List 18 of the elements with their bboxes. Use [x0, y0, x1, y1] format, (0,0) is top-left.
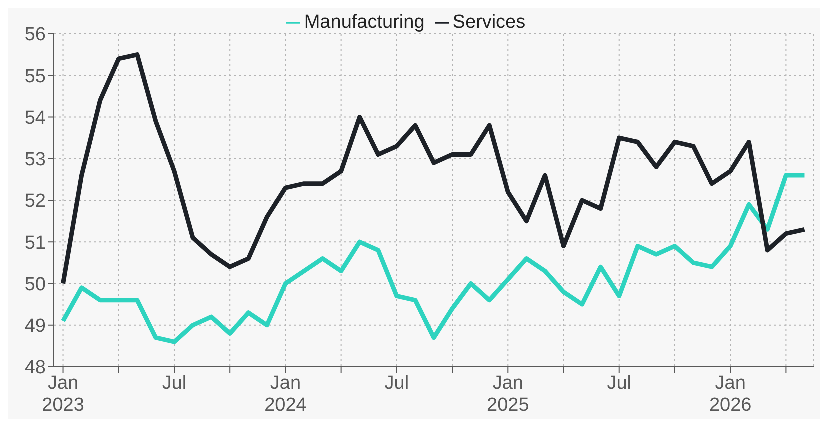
x-tick-label: Jul [607, 373, 632, 394]
y-tick-label: 50 [24, 274, 46, 296]
y-tick-label: 55 [24, 66, 46, 88]
x-tick-label: Jan 2025 [487, 373, 530, 416]
y-tick-label: 56 [24, 24, 46, 46]
y-tick-label: 49 [24, 316, 46, 338]
line-series [61, 52, 807, 286]
y-tick-label: 52 [24, 191, 46, 212]
x-tick-label: Jan 2026 [709, 373, 752, 416]
y-tick-label: 51 [24, 232, 46, 254]
x-tick-label: Jul [384, 373, 410, 394]
legend-label: Manufacturing [304, 12, 425, 33]
legend-label: Services [452, 12, 526, 33]
y-tick-label: 54 [24, 108, 46, 129]
y-tick-label: 53 [24, 150, 46, 171]
x-tick-label: Jul [162, 373, 187, 394]
line-series [61, 173, 807, 344]
x-tick-label: Jan 2024 [264, 373, 308, 416]
